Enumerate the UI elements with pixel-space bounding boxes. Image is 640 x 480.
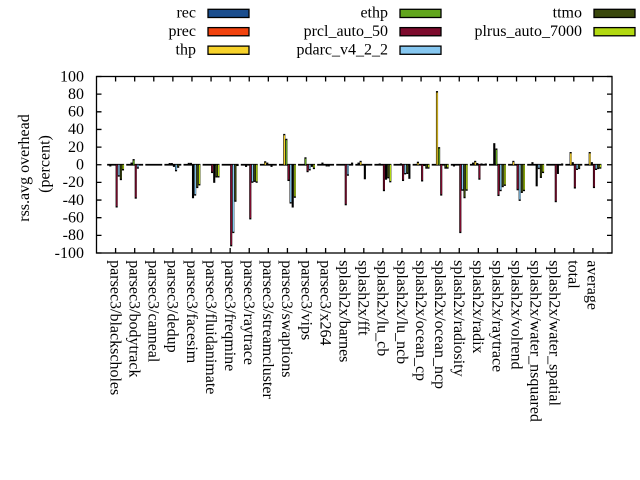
- svg-text:-20: -20: [63, 174, 84, 191]
- svg-text:splash2x/water_spatial: splash2x/water_spatial: [546, 260, 563, 406]
- svg-text:splash2x/fft: splash2x/fft: [355, 260, 372, 336]
- svg-text:parsec3/swaptions: parsec3/swaptions: [278, 260, 295, 377]
- svg-text:0: 0: [76, 157, 84, 174]
- svg-text:parsec3/x264: parsec3/x264: [316, 260, 333, 345]
- svg-text:thp: thp: [176, 42, 196, 59]
- svg-text:parsec3/streamcluster: parsec3/streamcluster: [259, 260, 276, 399]
- svg-text:(percent): (percent): [36, 135, 53, 193]
- svg-text:80: 80: [68, 86, 84, 103]
- svg-text:-40: -40: [63, 192, 84, 209]
- svg-text:100: 100: [60, 68, 84, 85]
- svg-text:parsec3/raytrace: parsec3/raytrace: [240, 260, 257, 365]
- svg-text:20: 20: [68, 139, 84, 156]
- svg-text:parsec3/fluidanimate: parsec3/fluidanimate: [202, 260, 219, 394]
- svg-text:splash2x/barnes: splash2x/barnes: [336, 260, 353, 362]
- svg-text:-100: -100: [55, 245, 84, 262]
- svg-text:pdarc_v4_2_2: pdarc_v4_2_2: [296, 42, 388, 59]
- svg-text:prec: prec: [168, 23, 196, 40]
- svg-text:-60: -60: [63, 209, 84, 226]
- svg-text:parsec3/blackscholes: parsec3/blackscholes: [106, 260, 123, 395]
- svg-text:ethp: ethp: [360, 5, 388, 22]
- svg-text:ttmo: ttmo: [553, 5, 582, 22]
- svg-text:parsec3/dedup: parsec3/dedup: [164, 260, 181, 352]
- svg-text:splash2x/radiosity: splash2x/radiosity: [450, 260, 467, 376]
- svg-text:total: total: [565, 260, 582, 289]
- svg-text:plrus_auto_7000: plrus_auto_7000: [474, 23, 582, 40]
- svg-text:rec: rec: [176, 5, 196, 22]
- svg-text:parsec3/canneal: parsec3/canneal: [145, 260, 162, 363]
- svg-text:40: 40: [68, 121, 84, 138]
- svg-text:60: 60: [68, 104, 84, 121]
- svg-text:splash2x/lu_cb: splash2x/lu_cb: [374, 260, 391, 356]
- svg-text:parsec3/bodytrack: parsec3/bodytrack: [125, 260, 142, 377]
- svg-text:splash2x/radix: splash2x/radix: [469, 260, 486, 353]
- svg-text:average: average: [584, 260, 601, 310]
- svg-text:splash2x/volrend: splash2x/volrend: [507, 260, 524, 369]
- svg-text:splash2x/ocean_cp: splash2x/ocean_cp: [412, 260, 429, 381]
- svg-text:-80: -80: [63, 227, 84, 244]
- svg-text:parsec3/facesim: parsec3/facesim: [183, 260, 200, 364]
- svg-text:parsec3/vips: parsec3/vips: [297, 260, 314, 340]
- svg-text:splash2x/lu_ncb: splash2x/lu_ncb: [393, 260, 410, 364]
- svg-text:parsec3/freqmine: parsec3/freqmine: [221, 260, 238, 371]
- svg-text:rss.avg overhead: rss.avg overhead: [16, 114, 33, 222]
- svg-text:splash2x/ocean_ncp: splash2x/ocean_ncp: [431, 260, 448, 389]
- svg-text:splash2x/water_nsquared: splash2x/water_nsquared: [526, 260, 543, 422]
- svg-text:splash2x/raytrace: splash2x/raytrace: [488, 260, 505, 372]
- svg-text:prcl_auto_50: prcl_auto_50: [304, 23, 388, 40]
